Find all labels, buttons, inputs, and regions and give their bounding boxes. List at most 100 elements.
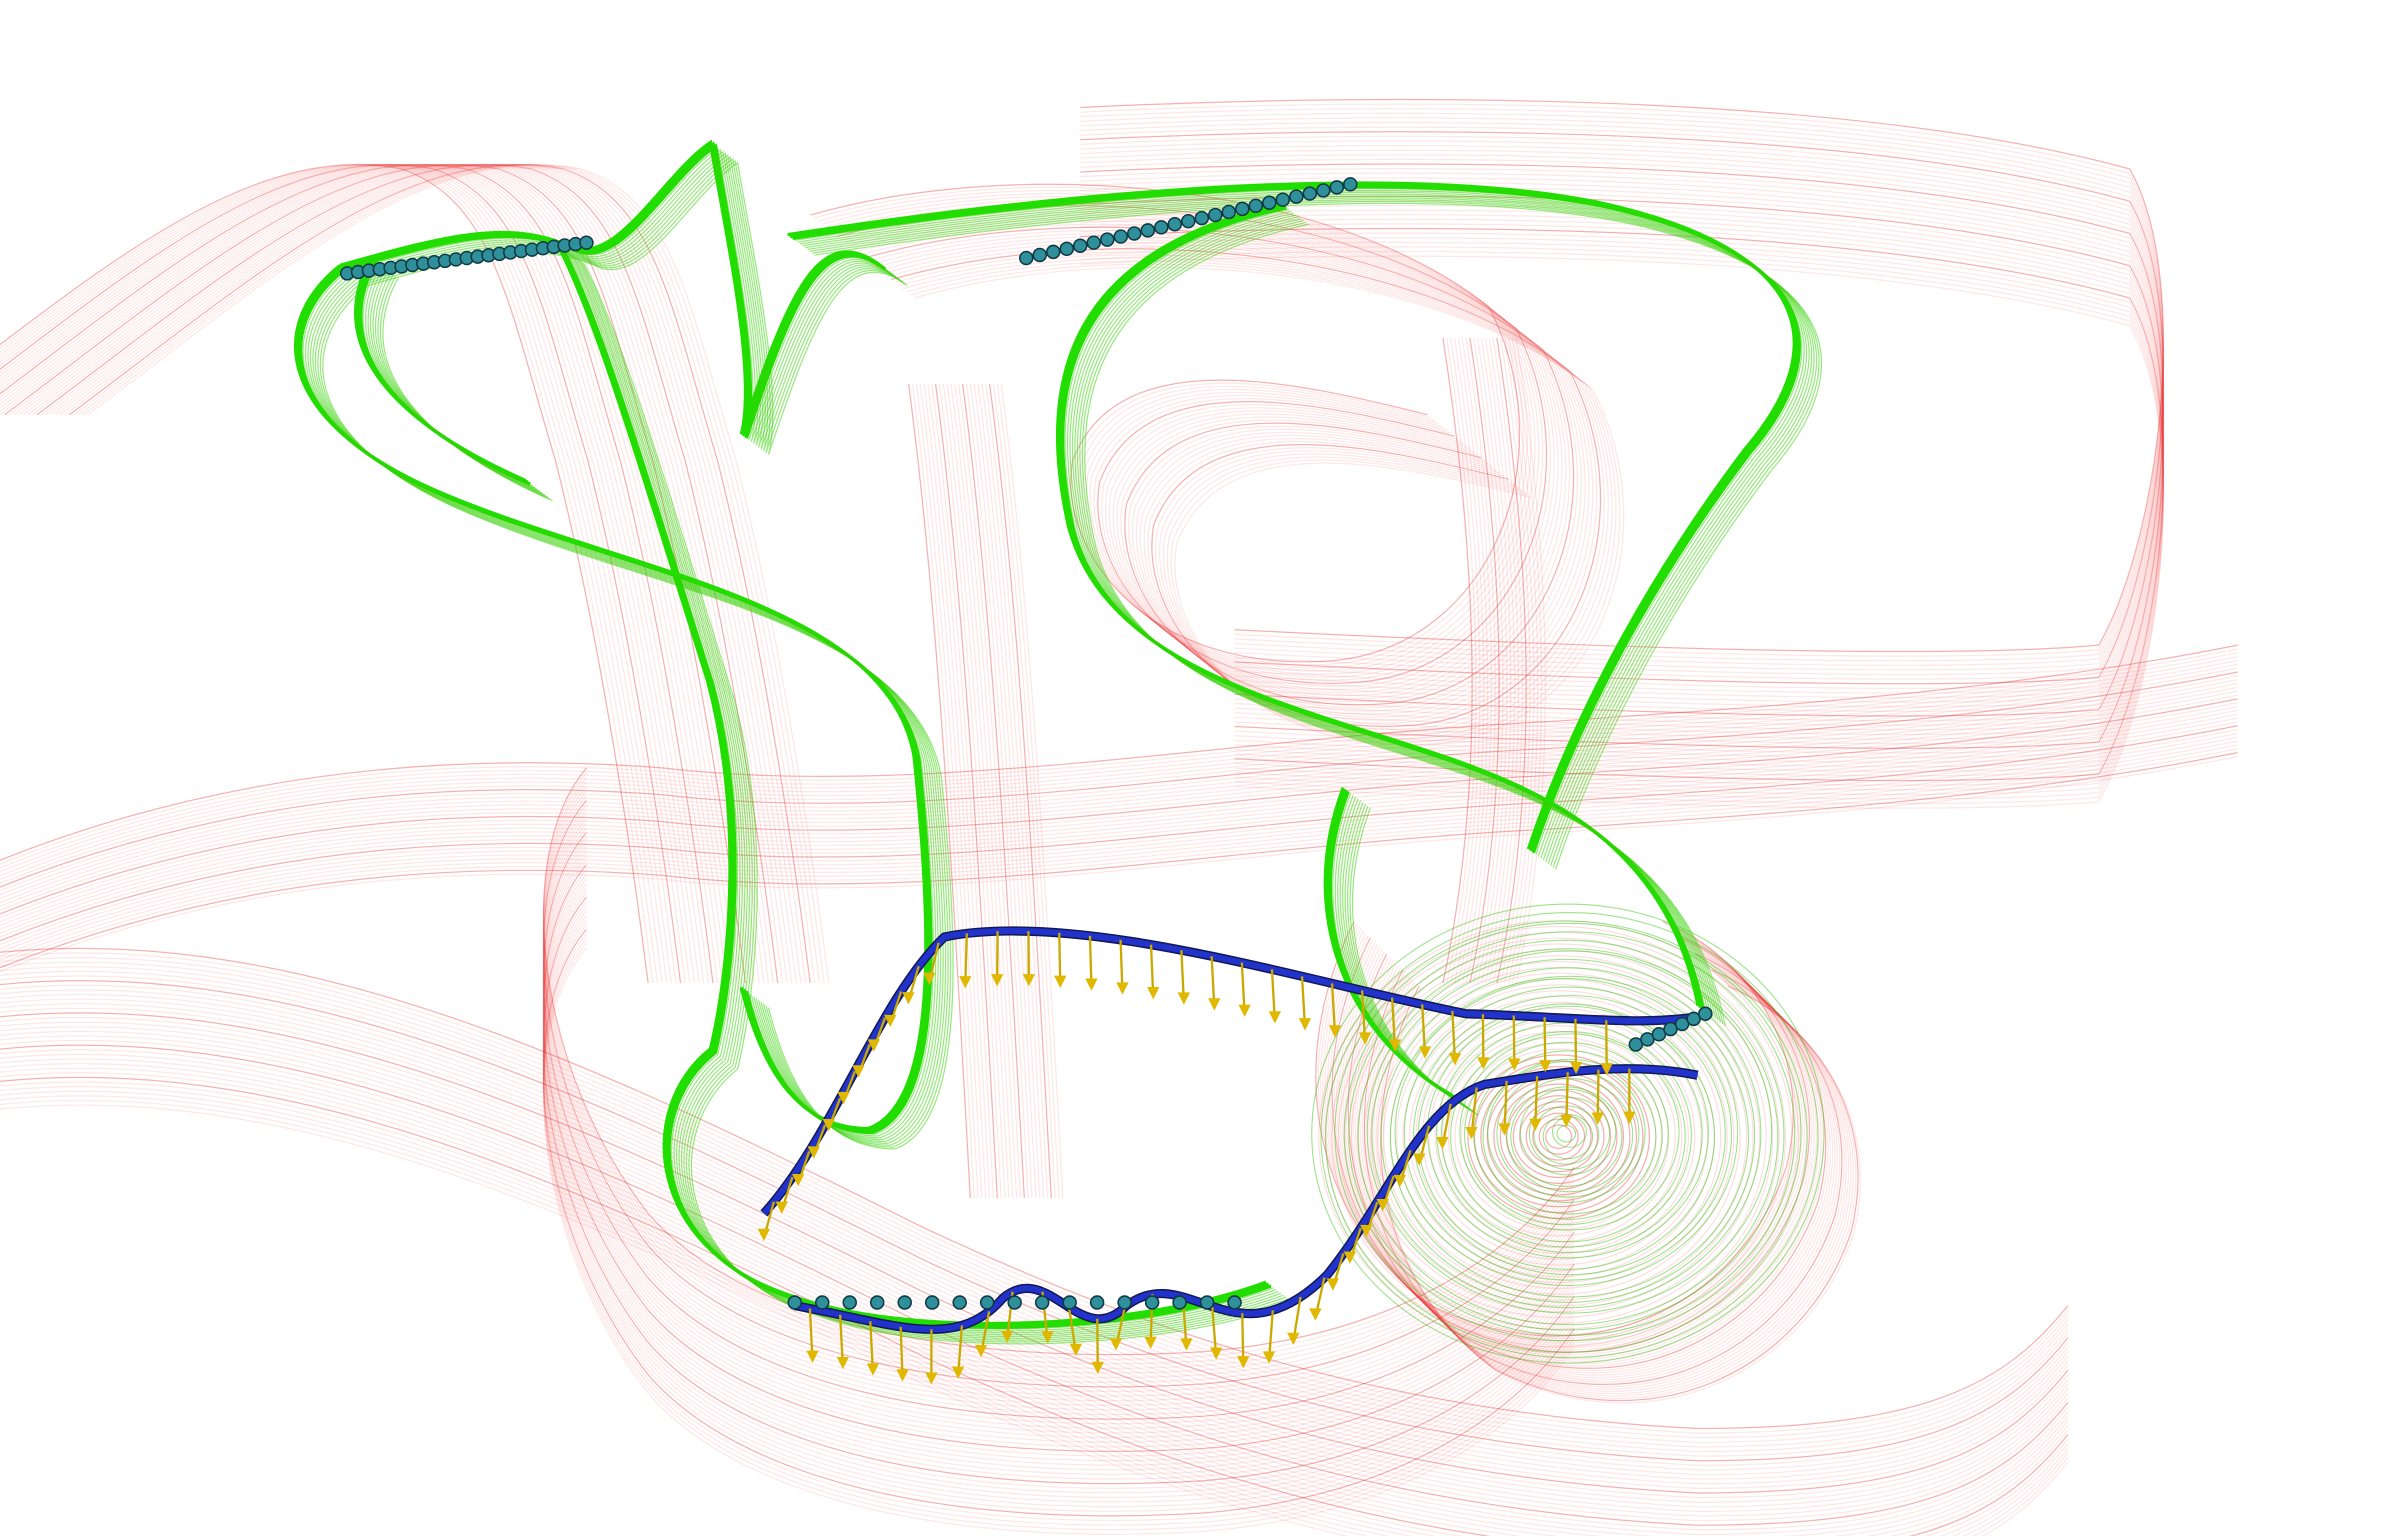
surface-strand <box>0 755 2238 973</box>
arrow-head <box>1412 1153 1426 1166</box>
surface-strand <box>810 183 1521 663</box>
streamline <box>567 251 1279 1334</box>
seed-point <box>1018 250 1034 266</box>
surface-strand <box>1354 960 1834 1376</box>
surface-strand <box>0 993 2069 1476</box>
spiral-streamline <box>1403 986 1733 1281</box>
surface-strand <box>910 263 1621 743</box>
surface-strand <box>0 694 2238 911</box>
surface-strand <box>871 232 1582 712</box>
vortex-ring <box>1499 1083 1618 1190</box>
arrow-head <box>1448 1053 1462 1066</box>
surface-strand <box>1324 930 1804 1346</box>
surface-strand <box>1080 108 2164 662</box>
vortex-ring <box>1344 943 1774 1330</box>
arrow-head <box>1393 1174 1407 1188</box>
surface-strand <box>1080 237 2164 791</box>
vortex-ring <box>1480 1065 1638 1208</box>
surface-strand <box>1080 112 2164 666</box>
arrow-head <box>1539 1060 1552 1073</box>
vortex-ring <box>1402 995 1715 1278</box>
surface-strand <box>543 887 1575 1475</box>
surface-strand <box>1080 177 2164 731</box>
surface-strand <box>887 245 1598 724</box>
direction-arrows <box>757 931 1636 1385</box>
surface-strand <box>992 383 1056 1199</box>
arrow-head <box>1069 1343 1083 1357</box>
surface-strand <box>0 667 2238 884</box>
vortex-ring <box>1512 1095 1605 1179</box>
seed-point <box>1167 217 1183 232</box>
surface-strand <box>543 836 1575 1425</box>
surface-strand <box>996 383 1060 1199</box>
surface-strand <box>0 980 2069 1462</box>
surface-strand <box>1364 969 1843 1385</box>
streamline <box>565 249 1277 1332</box>
arrow-head <box>806 1350 819 1363</box>
surface-strand <box>0 961 2069 1443</box>
surface-strand <box>1352 957 1831 1374</box>
seed-point <box>1199 1295 1215 1310</box>
vortex-ring <box>1493 1077 1625 1196</box>
surface-strand <box>0 659 2238 877</box>
spiral-streamline <box>1505 1077 1634 1193</box>
surface-strand <box>973 383 1037 1199</box>
surface-strand <box>931 383 995 1199</box>
surface-strand <box>0 1090 2069 1536</box>
streamline <box>349 148 891 442</box>
arrow-head <box>1177 992 1191 1005</box>
arrow-head <box>1328 1025 1342 1038</box>
surface-strand <box>1366 971 1845 1388</box>
arrow-head <box>1600 1063 1613 1076</box>
vortex-ring <box>1318 920 1800 1354</box>
surface-strand <box>1347 953 1827 1369</box>
arrow-head <box>1309 1308 1322 1321</box>
surface-strand <box>0 740 2238 957</box>
surface-strand <box>0 164 700 984</box>
seed-point <box>1154 220 1169 235</box>
spiral-streamline <box>1528 1097 1611 1171</box>
surface-strand <box>0 648 2238 865</box>
surface-strand <box>1080 140 2164 694</box>
surface-strand <box>543 873 1575 1462</box>
surface-strand <box>898 254 1609 734</box>
surface-strand <box>543 845 1575 1434</box>
arrow-head <box>836 1356 850 1370</box>
surface-strand <box>543 896 1575 1485</box>
surface-strand <box>0 705 2238 923</box>
spiral-streamline <box>1334 922 1802 1342</box>
surface-strand <box>0 675 2238 892</box>
surface-strand <box>0 679 2238 896</box>
surface-strand <box>543 841 1575 1429</box>
vortex-ring <box>1441 1030 1676 1243</box>
arrow-head <box>1360 1224 1373 1238</box>
arrow-head <box>1208 998 1221 1011</box>
surface-strand <box>1340 946 1820 1362</box>
surface-strand <box>0 1062 2069 1536</box>
surface-strand <box>0 652 2238 869</box>
surface-strand <box>0 956 2069 1439</box>
surface-strand <box>41 164 784 984</box>
streamline <box>322 285 954 1150</box>
surface-strand <box>59 164 802 984</box>
surface-strand <box>0 164 659 984</box>
surface-strand <box>1345 950 1824 1367</box>
arrow-head <box>792 1174 805 1187</box>
surface-strand <box>860 223 1571 703</box>
surface-strand <box>1080 232 2164 786</box>
spiral-streamline <box>1450 1031 1686 1243</box>
surface-strand <box>0 1049 2069 1531</box>
surface-strand <box>78 164 821 984</box>
seed-point <box>1227 1295 1242 1310</box>
surface-strand <box>1504 337 1535 984</box>
surface-strand <box>543 859 1575 1448</box>
surface-strand <box>946 383 1010 1199</box>
surface-strand <box>1080 186 2164 740</box>
arrow-head <box>925 1372 938 1385</box>
arrow-head <box>1477 1057 1490 1070</box>
arrow-head <box>1000 1330 1014 1344</box>
surface-strand <box>0 1035 2069 1517</box>
surface-strand <box>1457 337 1489 984</box>
surface-strand <box>1484 337 1516 984</box>
arrow-head <box>1041 1331 1054 1344</box>
